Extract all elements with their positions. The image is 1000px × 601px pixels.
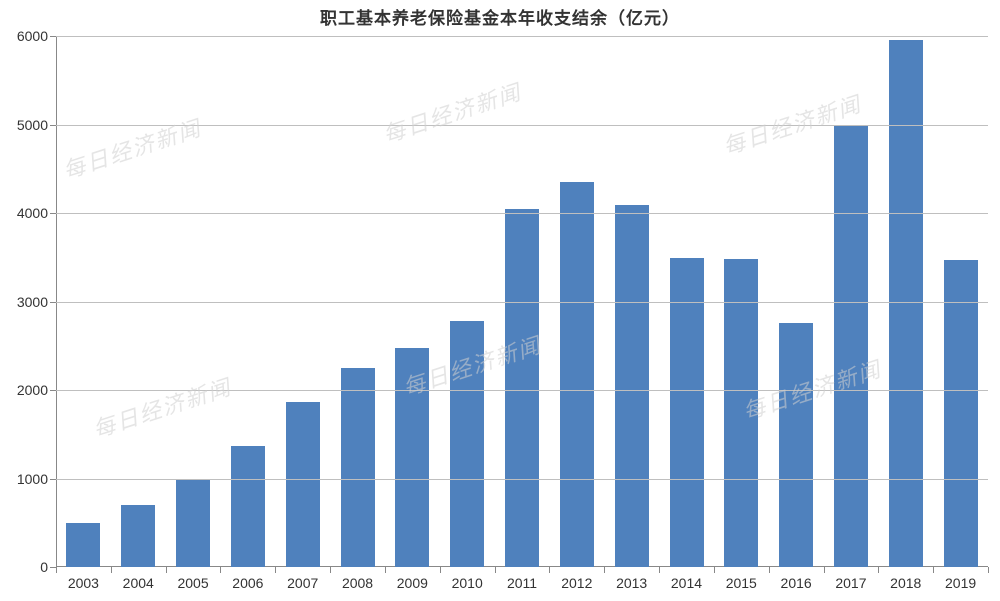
x-tick-label: 2004 xyxy=(123,567,154,591)
bar xyxy=(944,260,978,567)
x-tick-label: 2008 xyxy=(342,567,373,591)
y-tick-mark xyxy=(50,213,56,214)
gridline xyxy=(56,302,988,303)
x-tick-mark xyxy=(330,567,331,573)
y-tick-mark xyxy=(50,302,56,303)
x-tick-label: 2006 xyxy=(232,567,263,591)
x-tick-mark xyxy=(440,567,441,573)
x-tick-label: 2017 xyxy=(835,567,866,591)
y-tick-mark xyxy=(50,479,56,480)
x-tick-mark xyxy=(56,567,57,573)
x-tick-mark xyxy=(878,567,879,573)
x-tick-label: 2007 xyxy=(287,567,318,591)
bar xyxy=(505,209,539,567)
y-tick-mark xyxy=(50,390,56,391)
gridline xyxy=(56,479,988,480)
x-tick-label: 2013 xyxy=(616,567,647,591)
x-tick-mark xyxy=(549,567,550,573)
bar xyxy=(121,505,155,567)
plot-area: 0100020003000400050006000200320042005200… xyxy=(56,36,988,567)
x-tick-label: 2016 xyxy=(781,567,812,591)
bar xyxy=(615,205,649,567)
bar xyxy=(889,40,923,567)
x-tick-label: 2003 xyxy=(68,567,99,591)
x-tick-mark xyxy=(769,567,770,573)
gridline xyxy=(56,213,988,214)
bar xyxy=(724,259,758,567)
x-tick-mark xyxy=(659,567,660,573)
x-tick-label: 2015 xyxy=(726,567,757,591)
chart-title: 职工基本养老保险基金本年收支结余（亿元） xyxy=(0,4,1000,29)
x-tick-label: 2018 xyxy=(890,567,921,591)
x-tick-label: 2011 xyxy=(507,567,537,591)
bar xyxy=(66,523,100,567)
x-tick-label: 2012 xyxy=(561,567,592,591)
gridline xyxy=(56,36,988,37)
gridline xyxy=(56,125,988,126)
x-tick-mark xyxy=(824,567,825,573)
gridline xyxy=(56,390,988,391)
x-tick-mark xyxy=(604,567,605,573)
bar xyxy=(341,368,375,567)
bar xyxy=(231,446,265,567)
x-tick-mark xyxy=(495,567,496,573)
x-tick-label: 2009 xyxy=(397,567,428,591)
x-tick-mark xyxy=(714,567,715,573)
x-tick-label: 2014 xyxy=(671,567,702,591)
x-tick-mark xyxy=(988,567,989,573)
bar xyxy=(395,348,429,567)
x-tick-label: 2010 xyxy=(452,567,483,591)
chart-container: 职工基本养老保险基金本年收支结余（亿元） 0100020003000400050… xyxy=(0,0,1000,601)
x-tick-mark xyxy=(220,567,221,573)
x-tick-label: 2005 xyxy=(177,567,208,591)
x-tick-mark xyxy=(933,567,934,573)
y-tick-mark xyxy=(50,125,56,126)
bar xyxy=(176,479,210,568)
x-tick-mark xyxy=(275,567,276,573)
bar xyxy=(560,182,594,567)
x-tick-mark xyxy=(166,567,167,573)
x-tick-label: 2019 xyxy=(945,567,976,591)
bar xyxy=(450,321,484,567)
bar xyxy=(286,402,320,567)
x-tick-mark xyxy=(111,567,112,573)
bar xyxy=(670,258,704,567)
bar xyxy=(834,125,868,567)
x-tick-mark xyxy=(385,567,386,573)
bar xyxy=(779,323,813,567)
y-tick-mark xyxy=(50,36,56,37)
